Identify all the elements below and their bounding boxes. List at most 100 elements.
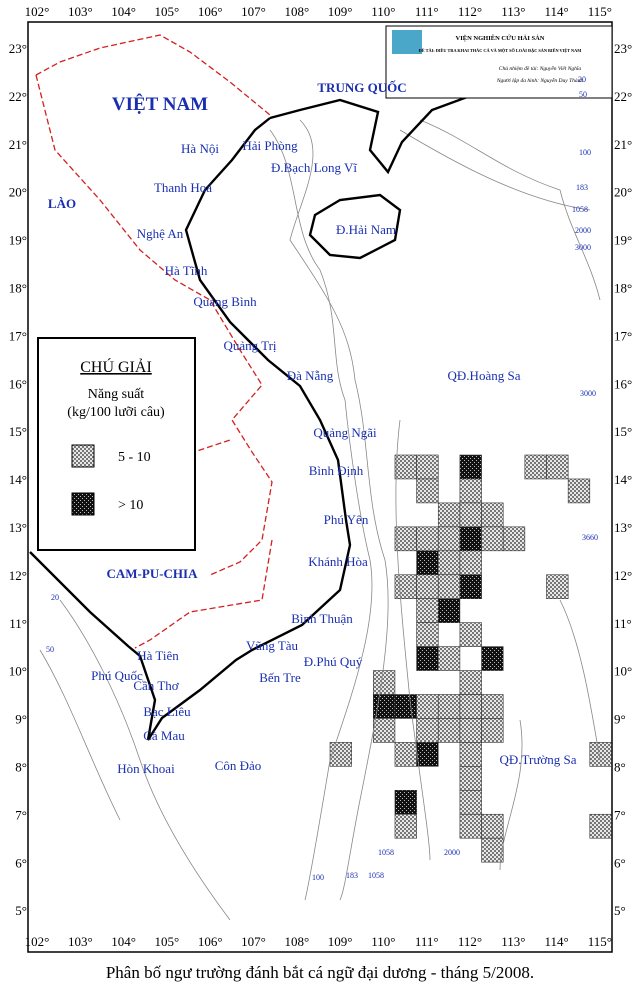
lat-label: 15° — [9, 424, 27, 439]
fishing-cell — [459, 478, 482, 504]
depth-label: 2000 — [575, 226, 591, 235]
fishing-cell — [589, 813, 612, 839]
legend-measure: Năng suất — [88, 387, 144, 402]
fishing-cell — [502, 526, 526, 552]
lon-label: 112° — [458, 4, 482, 19]
place-label: QĐ.Trường Sa — [499, 752, 576, 767]
lon-label: 106° — [198, 4, 223, 19]
legend-unit: (kg/100 lưỡi câu) — [67, 405, 165, 420]
fishing-cell — [459, 454, 482, 480]
lat-label: 12° — [9, 568, 27, 583]
axis-labels: 102° 102° 103° 103° 104° 104° 105° 105° 106° 106°… — [9, 4, 632, 949]
fishing-cell — [437, 598, 461, 623]
legend-class: 5 - 10 — [118, 450, 151, 465]
fishing-cell — [459, 550, 482, 576]
lat-label: 23° — [9, 41, 27, 56]
fishing-cell — [394, 742, 417, 767]
lat-label: 15° — [614, 424, 632, 439]
place-label: Vũng Tàu — [246, 638, 299, 653]
depth-label: 100 — [579, 148, 591, 157]
lat-label: 18° — [614, 281, 632, 296]
place-labels: Hà Nội Hải Phòng Thanh Hoá Nghệ An Hà Tĩnh Qu… — [91, 138, 577, 776]
lon-label: 109° — [328, 934, 353, 949]
lat-label: 12° — [614, 568, 632, 583]
place-label: Hải Phòng — [242, 138, 298, 153]
place-label: Hà Tĩnh — [165, 263, 208, 278]
fishing-cell — [459, 526, 482, 552]
legend-class: > 10 — [118, 498, 143, 513]
fishing-cell — [394, 789, 417, 815]
fishing-cell — [394, 813, 417, 839]
cells — [329, 454, 612, 863]
fishing-cell — [416, 622, 439, 647]
country-label: LÀO — [48, 196, 76, 211]
legend-title: CHÚ GIẢI — [80, 357, 152, 376]
fishing-cell — [589, 742, 612, 767]
lat-label: 6° — [15, 855, 27, 870]
place-label: Cà Mau — [143, 728, 185, 743]
place-label: Bạc Liêu — [143, 704, 191, 719]
lat-label: 13° — [9, 520, 27, 535]
depth-label: 3000 — [580, 389, 596, 398]
lat-label: 6° — [614, 855, 626, 870]
lat-label: 16° — [614, 376, 632, 391]
caption: Phân bố ngư trường đánh bắt cá ngữ đại d… — [106, 963, 534, 982]
lat-label: 21° — [614, 137, 632, 152]
lon-label: 105° — [155, 4, 180, 19]
header-box: VIỆN NGHIÊN CỨU HẢI SẢN ĐỀ TÀI: ĐIỀU TRA… — [385, 25, 613, 99]
country-label: VIỆT NAM — [112, 93, 208, 115]
lat-label: 8° — [15, 760, 27, 775]
fishing-cell — [481, 502, 504, 528]
fishing-cell — [416, 718, 439, 743]
lat-label: 5° — [15, 903, 27, 918]
lat-label: 22° — [9, 89, 27, 104]
lat-label: 17° — [614, 328, 632, 343]
fishing-cell — [546, 454, 569, 480]
lat-label: 14° — [9, 472, 27, 487]
fishing-cell — [372, 718, 396, 743]
fishing-cell — [394, 454, 417, 480]
header-frame — [385, 25, 613, 99]
lon-label: 107° — [241, 934, 266, 949]
lon-label: 103° — [68, 4, 93, 19]
lat-label: 17° — [9, 328, 27, 343]
fishing-cell — [416, 574, 439, 600]
depth-label: 20 — [51, 593, 59, 602]
fishing-cell — [459, 789, 482, 815]
depth-label: 3660 — [582, 533, 598, 542]
place-label: Phú Quốc — [91, 668, 143, 683]
fishing-cell — [459, 574, 482, 600]
fishing-cell — [416, 454, 439, 480]
fishing-cell — [481, 526, 504, 552]
fishing-cell — [416, 526, 439, 552]
place-label: Quảng Bình — [193, 294, 257, 309]
fishing-cell — [481, 837, 504, 863]
place-label: QĐ.Hoàng Sa — [448, 368, 521, 383]
lon-label: 107° — [241, 4, 266, 19]
fishing-cell — [394, 694, 417, 719]
fishing-cell — [416, 598, 439, 623]
project: ĐỀ TÀI: ĐIỀU TRA KHAI THÁC CÁ VÀ MỘT SỐ … — [419, 48, 582, 53]
institute: VIỆN NGHIÊN CỨU HẢI SẢN — [456, 34, 545, 42]
place-label: Bình Định — [309, 463, 364, 478]
fishing-cell — [416, 742, 439, 767]
place-label: Hà Tiên — [137, 648, 179, 663]
fishing-cell — [437, 526, 461, 552]
place-label: Hòn Khoai — [117, 761, 175, 776]
lat-label: 21° — [9, 137, 27, 152]
fishing-cell — [459, 813, 482, 839]
lon-label: 112° — [458, 934, 482, 949]
fishing-cell — [437, 502, 461, 528]
lon-label: 108° — [284, 4, 309, 19]
fishing-cell — [437, 646, 461, 671]
lon-label: 113° — [501, 4, 525, 19]
lat-label: 8° — [614, 760, 626, 775]
depth-label: 1058 — [572, 205, 588, 214]
fishing-cell — [481, 718, 504, 743]
lat-label: 18° — [9, 281, 27, 296]
fishing-cell — [546, 574, 569, 600]
fishing-cell — [481, 646, 504, 671]
place-label: Cần Thơ — [133, 678, 179, 693]
lat-label: 19° — [614, 233, 632, 248]
fishing-cell — [437, 694, 461, 719]
